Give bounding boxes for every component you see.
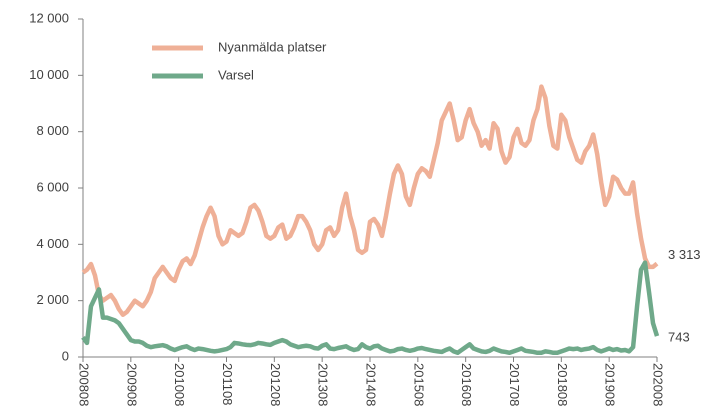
y-tick-label: 2 000 xyxy=(36,292,69,307)
series-line xyxy=(81,84,659,317)
x-tick-label: 200908 xyxy=(124,363,139,406)
y-tick-label: 0 xyxy=(62,348,69,363)
legend-label: Varsel xyxy=(218,67,254,82)
y-tick-label: 6 000 xyxy=(36,179,69,194)
x-tick-label: 202008 xyxy=(651,363,666,406)
y-tick-label: 4 000 xyxy=(36,236,69,251)
x-tick-label: 201808 xyxy=(555,363,570,406)
x-tick-label: 201208 xyxy=(268,363,283,406)
x-tick-label: 201408 xyxy=(364,363,379,406)
x-tick-label: 201708 xyxy=(507,363,522,406)
legend-label: Nyanmälda platser xyxy=(218,39,327,54)
x-tick-label: 201108 xyxy=(220,363,235,405)
y-tick-label: 10 000 xyxy=(29,67,69,82)
x-tick-label: 201908 xyxy=(603,363,618,406)
x-tick-label: 201308 xyxy=(316,363,331,406)
x-tick-label: 200808 xyxy=(77,363,92,406)
x-tick-label: 201508 xyxy=(411,363,426,406)
x-tick-label: 201608 xyxy=(459,363,474,406)
y-tick-label: 8 000 xyxy=(36,123,69,138)
series-line xyxy=(81,260,660,356)
x-tick-label: 201008 xyxy=(172,363,187,406)
data-label: 743 xyxy=(668,330,690,345)
y-tick-label: 12 000 xyxy=(29,10,69,25)
data-label: 3 313 xyxy=(668,247,701,262)
